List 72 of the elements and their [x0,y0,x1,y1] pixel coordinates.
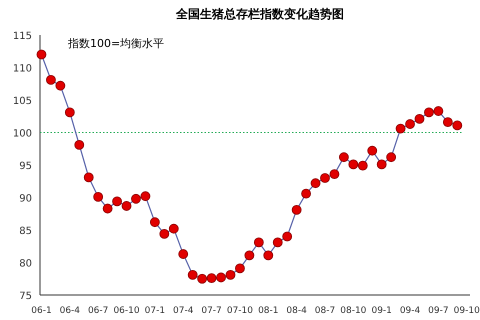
point [330,169,340,179]
point [140,191,150,202]
point [112,196,122,206]
x-tick-label: 08-7 [314,306,336,316]
point [206,273,216,283]
y-tick-label: 75 [19,291,32,302]
point [244,250,254,260]
chart-title: 全国生猪总存栏指数变化趋势图 [175,7,344,21]
x-tick-label: 09-7 [428,306,449,316]
point [254,237,264,248]
point [386,152,396,162]
y-tick-label: 90 [19,194,32,204]
point [102,204,113,214]
point [235,263,245,274]
y-tick-label: 80 [19,258,32,270]
y-tick-label: 110 [12,64,32,74]
point [405,119,415,129]
point [310,178,320,188]
point [414,114,424,124]
x-tick-label: 09-10 [454,306,480,316]
point [424,107,434,118]
x-tick-label: 08-10 [340,306,367,316]
point [272,237,283,248]
x-tick-label: 09-4 [400,306,421,316]
y-tick-label: 105 [12,96,32,107]
y-tick-label: 100 [12,128,32,140]
x-tick-label: 08-4 [286,306,308,316]
point [159,229,170,239]
point [442,117,453,127]
point [46,74,56,85]
point [396,124,406,134]
point [64,107,75,118]
point [36,50,46,60]
point [376,159,387,170]
point [301,188,311,198]
point [55,80,66,91]
x-tick-label: 06-10 [113,306,140,316]
point [168,224,179,234]
x-tick-label: 07-1 [144,306,166,316]
x-tick-label: 08-1 [258,306,279,316]
point [348,159,358,170]
point [74,140,84,150]
point [188,270,198,280]
x-tick-label: 09-1 [371,306,392,316]
point [84,172,94,182]
point [367,146,378,156]
x-tick-label: 07-10 [226,306,254,316]
point [338,152,349,162]
point [93,192,104,202]
point [320,173,330,183]
point [197,274,208,284]
point [282,232,292,242]
point [131,194,141,204]
point [452,120,462,130]
x-tick-label: 06-4 [60,306,80,316]
point [150,217,160,228]
point [433,106,444,116]
x-tick-label: 06-1 [31,306,52,316]
x-tick-label: 07-7 [201,306,222,316]
point [178,249,188,259]
y-tick-label: 115 [12,31,32,42]
x-tick-label: 06-7 [88,306,108,316]
y-tick-label: 85 [19,226,32,237]
annotation: 指数100=均衡水平 [67,37,164,50]
point [216,272,226,282]
point [358,160,368,171]
point [226,270,236,280]
point [292,204,302,215]
y-tick-label: 95 [19,161,32,172]
point [263,250,274,260]
x-tick-label: 07-4 [173,306,194,316]
point [122,201,132,211]
